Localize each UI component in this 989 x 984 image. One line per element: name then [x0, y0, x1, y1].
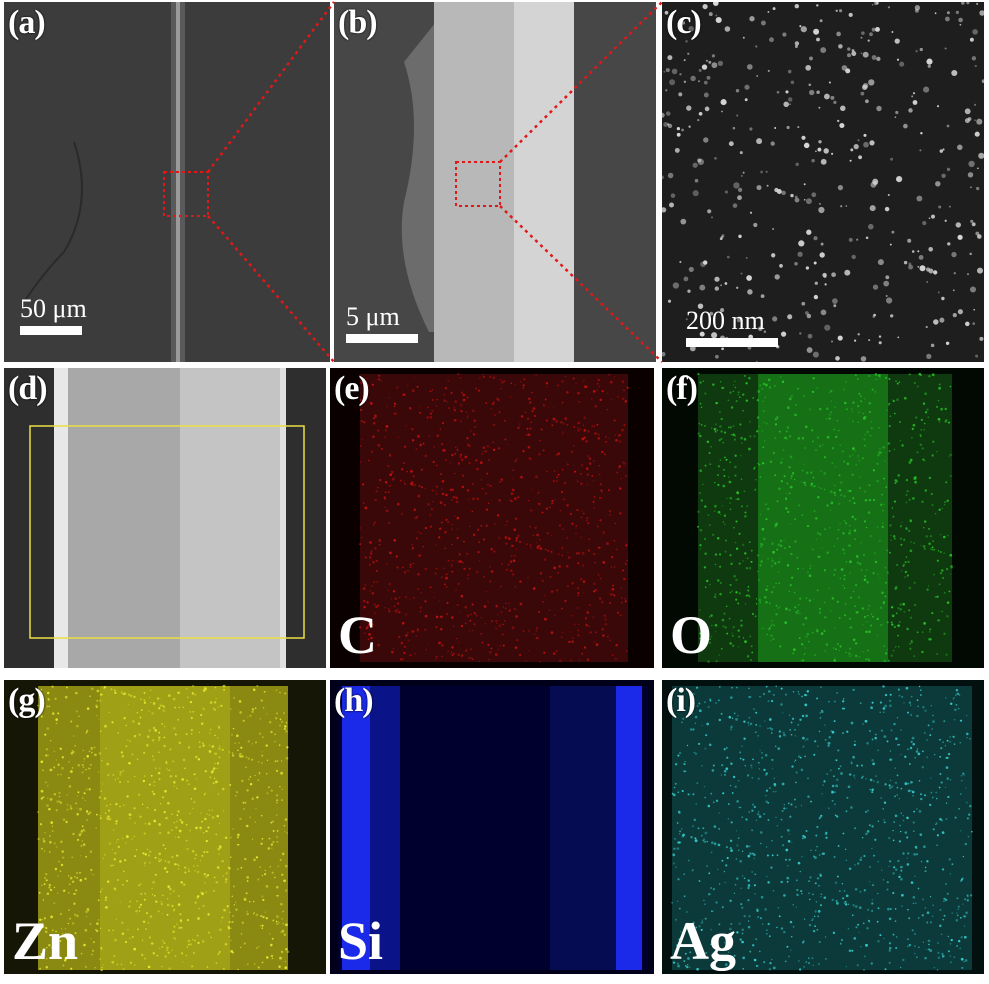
panel-d-sem: (d) [4, 368, 326, 668]
scale-line-a [20, 326, 82, 335]
panel-h-map: (h) Si [330, 680, 654, 974]
panel-label-b: (b) [338, 4, 378, 41]
scale-line-c [686, 338, 778, 347]
element-label-o: O [670, 605, 713, 665]
eds-map-h [330, 680, 654, 974]
sem-image-d [4, 368, 326, 668]
panel-f-map: (f) O [662, 368, 984, 668]
eds-map-e [330, 368, 654, 668]
element-label-si: Si [338, 911, 384, 971]
panel-label-g: (g) [8, 682, 46, 719]
scale-bar-b: 5 μm [346, 304, 446, 344]
panel-label-d: (d) [8, 370, 48, 407]
panel-b-sem: (b) 5 μm [334, 2, 656, 362]
panel-label-c: (c) [666, 4, 702, 41]
element-label-ag: Ag [670, 911, 736, 971]
scale-text-a: 50 μm [20, 294, 87, 323]
panel-label-i: (i) [666, 682, 696, 719]
scale-line-b [346, 334, 418, 343]
scale-bar-c: 200 nm [686, 308, 806, 348]
panel-e-map: (e) C [330, 368, 654, 668]
scale-text-c: 200 nm [686, 306, 765, 335]
panel-label-h: (h) [334, 682, 374, 719]
eds-map-i [662, 680, 984, 974]
panel-i-map: (i) Ag [662, 680, 984, 974]
scale-text-b: 5 μm [346, 302, 400, 331]
panel-label-a: (a) [8, 4, 46, 41]
element-label-zn: Zn [12, 911, 79, 971]
eds-map-f [662, 368, 984, 668]
panel-label-e: (e) [334, 370, 370, 407]
element-label-c: C [338, 605, 377, 665]
sem-image-c [662, 2, 984, 362]
panel-label-f: (f) [666, 370, 698, 407]
panel-c-sem: (c) 200 nm [662, 2, 984, 362]
scale-bar-a: 50 μm [20, 296, 120, 336]
panel-g-map: (g) Zn [4, 680, 326, 974]
panel-a-sem: (a) 50 μm [4, 2, 330, 362]
eds-map-g [4, 680, 326, 974]
